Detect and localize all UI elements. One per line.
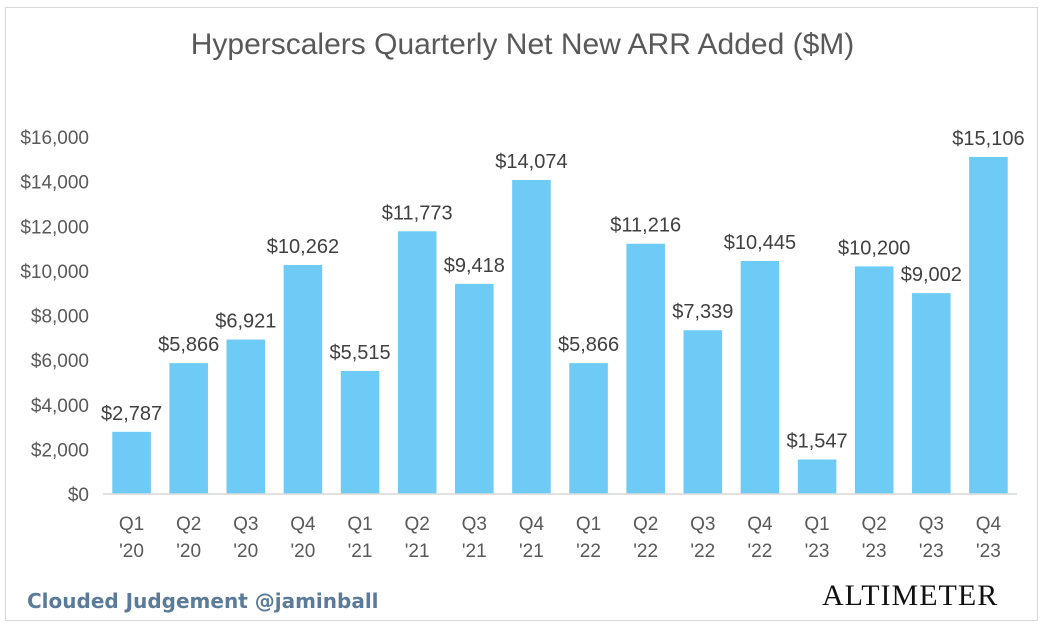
bar-series: $2,787$5,866$6,921$10,262$5,515$11,773$9… bbox=[101, 128, 1025, 494]
data-label: $9,002 bbox=[901, 264, 962, 286]
data-label: $10,445 bbox=[724, 232, 796, 254]
x-tick-label-year: '21 bbox=[405, 541, 430, 562]
bar bbox=[740, 260, 780, 494]
x-tick-label-year: '20 bbox=[176, 541, 201, 562]
data-label: $9,418 bbox=[444, 255, 505, 277]
bar bbox=[169, 363, 208, 494]
y-tick-label: $2,000 bbox=[31, 440, 89, 461]
x-tick-label-quarter: Q4 bbox=[290, 514, 316, 535]
y-axis: $0 $2,000 $4,000 $6,000 $8,000 $10,000 $12,000… bbox=[20, 128, 89, 506]
x-tick-label-quarter: Q3 bbox=[919, 514, 944, 535]
y-tick-label: $14,000 bbox=[20, 173, 89, 194]
x-tick-label-year: '21 bbox=[519, 541, 544, 562]
data-label: $5,866 bbox=[558, 334, 619, 356]
x-tick-label-year: '22 bbox=[748, 541, 773, 562]
y-tick-label: $0 bbox=[68, 485, 89, 506]
chart-title: Hyperscalers Quarterly Net New ARR Added… bbox=[190, 28, 855, 61]
x-tick-label-year: '23 bbox=[862, 541, 887, 562]
x-tick-label-year: '21 bbox=[348, 541, 373, 562]
data-label: $15,106 bbox=[952, 128, 1024, 150]
x-tick-label-quarter: Q4 bbox=[976, 514, 1002, 535]
bar bbox=[912, 293, 951, 494]
x-tick-label-quarter: Q2 bbox=[633, 514, 658, 535]
x-tick-label-year: '22 bbox=[633, 541, 658, 562]
y-tick-label: $8,000 bbox=[31, 307, 89, 328]
x-tick-label-year: '21 bbox=[462, 541, 487, 562]
x-tick-label-quarter: Q1 bbox=[576, 514, 601, 535]
data-label: $11,216 bbox=[610, 215, 681, 237]
data-label: $7,339 bbox=[672, 301, 733, 323]
x-tick-label-year: '20 bbox=[119, 541, 144, 562]
bar bbox=[569, 363, 608, 494]
y-tick-label: $12,000 bbox=[20, 217, 89, 238]
data-label: $10,200 bbox=[838, 237, 910, 259]
y-tick-label: $4,000 bbox=[31, 396, 89, 417]
x-tick-label-quarter: Q1 bbox=[804, 514, 829, 535]
x-tick-label-quarter: Q2 bbox=[405, 514, 430, 535]
data-label: $5,866 bbox=[158, 334, 219, 356]
x-tick-label-year: '22 bbox=[690, 541, 715, 562]
bar bbox=[626, 243, 665, 494]
bar bbox=[283, 265, 323, 494]
bar bbox=[226, 339, 266, 494]
x-tick-label-quarter: Q3 bbox=[233, 514, 258, 535]
x-tick-label-year: '23 bbox=[805, 541, 830, 562]
x-tick-label-quarter: Q2 bbox=[176, 514, 201, 535]
x-tick-label-year: '23 bbox=[919, 541, 944, 562]
data-label: $11,773 bbox=[382, 202, 453, 224]
y-tick-label: $6,000 bbox=[31, 351, 89, 372]
x-tick-label-quarter: Q2 bbox=[862, 514, 887, 535]
bar bbox=[797, 459, 837, 494]
data-label: $14,074 bbox=[495, 151, 567, 173]
x-tick-label-quarter: Q3 bbox=[462, 514, 487, 535]
x-tick-label-quarter: Q1 bbox=[347, 514, 372, 535]
altimeter-logo: ALTIMETER bbox=[822, 579, 999, 612]
bar bbox=[683, 330, 723, 494]
y-tick-label: $10,000 bbox=[20, 262, 89, 283]
bar bbox=[969, 156, 1008, 494]
x-tick-label-year: '22 bbox=[576, 541, 601, 562]
x-tick-label-quarter: Q4 bbox=[747, 514, 773, 535]
x-tick-label-year: '20 bbox=[291, 541, 316, 562]
x-tick-label-quarter: Q3 bbox=[690, 514, 715, 535]
bar bbox=[512, 179, 551, 494]
author-credit: Clouded Judgement @jaminball bbox=[27, 589, 379, 613]
data-label: $6,921 bbox=[215, 311, 276, 333]
bar bbox=[854, 266, 894, 494]
data-label: $1,547 bbox=[786, 430, 847, 452]
data-label: $5,515 bbox=[329, 342, 390, 364]
bar bbox=[455, 283, 494, 494]
bar bbox=[340, 370, 380, 494]
x-axis: Q1 '20 Q2 '20 Q3 '20 Q4 '20 Q1 '21 Q2 '21 Q3 '21 Q4 '21… bbox=[119, 514, 1002, 562]
bar bbox=[397, 231, 437, 494]
data-label: $10,262 bbox=[267, 236, 339, 258]
x-tick-label-quarter: Q4 bbox=[519, 514, 545, 535]
x-tick-label-year: '20 bbox=[233, 541, 258, 562]
data-label: $2,787 bbox=[101, 403, 162, 425]
y-tick-label: $16,000 bbox=[20, 128, 89, 149]
x-tick-label-year: '23 bbox=[976, 541, 1001, 562]
bar bbox=[112, 431, 151, 494]
x-tick-label-quarter: Q1 bbox=[119, 514, 144, 535]
